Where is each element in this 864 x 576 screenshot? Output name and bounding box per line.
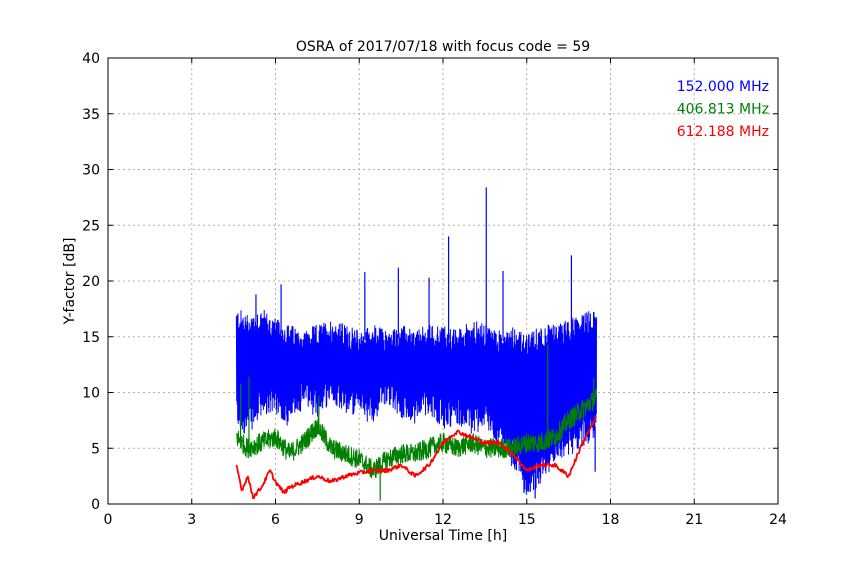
plot-area: [235, 187, 597, 501]
series-line-152-000-mhz: [235, 310, 597, 495]
x-axis-label: Universal Time [h]: [379, 528, 507, 544]
x-tick-label: 9: [355, 512, 364, 528]
x-tick-label: 12: [434, 512, 452, 528]
y-tick-label: 0: [91, 497, 100, 513]
x-tick-label: 0: [104, 512, 113, 528]
y-tick-label: 30: [82, 163, 100, 179]
x-tick-label: 24: [769, 512, 787, 528]
y-tick-label: 10: [82, 386, 100, 402]
legend: 152.000 MHz 406.813 MHz 612.188 MHz: [677, 79, 769, 140]
y-tick-label: 25: [82, 218, 100, 234]
legend-entry-612-188-mhz: 612.188 MHz: [677, 124, 769, 140]
chart-title: OSRA of 2017/07/18 with focus code = 59: [296, 39, 590, 55]
x-tick-label: 18: [602, 512, 620, 528]
axis-ticks: [107, 57, 779, 505]
series-612-188-mhz: [235, 415, 597, 500]
series-line-406-813-mhz: [235, 388, 597, 479]
legend-entry-152-000-mhz: 152.000 MHz: [677, 79, 769, 95]
y-tick-label: 20: [82, 274, 100, 290]
series-layer: [235, 187, 597, 501]
x-tick-label: 3: [187, 512, 196, 528]
y-tick-label: 5: [91, 441, 100, 457]
series-406-813-mhz: [235, 344, 597, 501]
y-tick-label: 40: [82, 51, 100, 67]
y-tick-label: 15: [82, 330, 100, 346]
y-axis-label: Y-factor [dB]: [62, 238, 78, 326]
x-tick-label: 6: [271, 512, 280, 528]
series-line-612-188-mhz: [235, 415, 597, 500]
x-tick-label: 15: [518, 512, 536, 528]
tick-labels: 0 3 6 9 12 15 18 21 24 0 5 10 15 20 25 30 35 40: [82, 51, 787, 528]
series-152-000-mhz: [235, 187, 597, 499]
legend-entry-406-813-mhz: 406.813 MHz: [677, 102, 769, 118]
x-tick-label: 21: [685, 512, 703, 528]
y-tick-label: 35: [82, 107, 100, 123]
